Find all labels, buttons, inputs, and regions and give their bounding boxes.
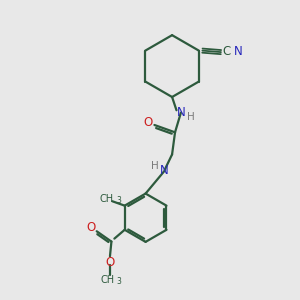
Text: O: O	[87, 221, 96, 234]
Text: 3: 3	[116, 196, 121, 206]
Text: N: N	[234, 45, 242, 58]
Text: CH: CH	[100, 194, 114, 204]
Text: C: C	[222, 45, 230, 58]
Text: O: O	[143, 116, 153, 128]
Text: N: N	[176, 106, 185, 119]
Text: O: O	[105, 256, 115, 269]
Text: N: N	[160, 164, 169, 177]
Text: H: H	[187, 112, 194, 122]
Text: 3: 3	[117, 278, 122, 286]
Text: H: H	[151, 160, 158, 171]
Text: CH: CH	[100, 275, 115, 285]
